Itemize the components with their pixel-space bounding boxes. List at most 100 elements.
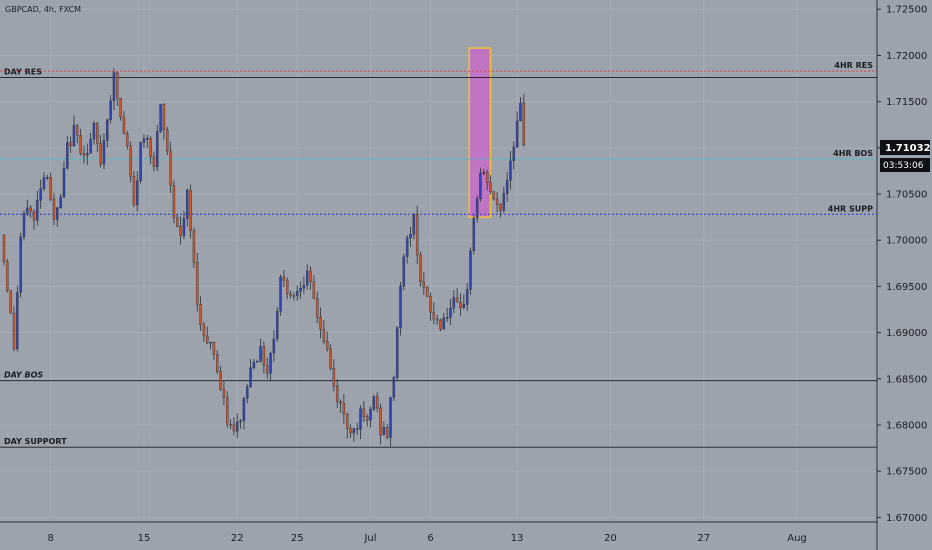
candle-body: [22, 213, 26, 238]
candle-body: [339, 401, 342, 404]
candle-body: [429, 296, 432, 313]
candle-body: [256, 361, 259, 363]
candle-body: [109, 100, 112, 121]
candle-body: [222, 389, 226, 398]
x-tick-label: 22: [231, 533, 244, 544]
candle-body: [126, 133, 129, 147]
candle-body: [409, 234, 412, 239]
candle-body: [172, 184, 176, 218]
candle-body: [196, 262, 199, 305]
candle-body: [72, 125, 76, 147]
candle-body: [335, 385, 339, 402]
candle-body: [262, 346, 266, 366]
candle-body: [166, 129, 169, 152]
candle-body: [505, 180, 509, 194]
candle-body: [232, 424, 236, 432]
candle-body: [159, 104, 162, 132]
candle-body: [272, 338, 276, 354]
candle-body: [252, 362, 256, 369]
candle-body: [26, 207, 29, 214]
level-layer: [0, 70, 877, 448]
candle-body: [282, 276, 286, 281]
candle-body: [249, 367, 252, 387]
candle-body: [226, 397, 229, 425]
candle-body: [29, 207, 32, 212]
candle-body: [76, 125, 79, 136]
candle-body: [19, 236, 22, 293]
candle-body: [482, 172, 486, 174]
candle-body: [415, 214, 419, 256]
candle-body: [432, 311, 436, 320]
candle-body: [269, 352, 272, 374]
x-tick-label: 6: [427, 533, 433, 544]
x-tick-label: 25: [291, 533, 304, 544]
day-support-label: DAY SUPPORT: [4, 437, 67, 446]
candle-body: [129, 145, 132, 177]
candle-body: [92, 123, 96, 140]
candle-body: [6, 261, 9, 291]
candle-body: [492, 191, 496, 200]
candle-body: [9, 290, 12, 314]
candle-body: [39, 188, 42, 201]
y-tick-label: 1.70500: [886, 190, 927, 201]
countdown-box: [880, 158, 930, 172]
candle-body: [242, 398, 246, 422]
candle-body: [206, 335, 209, 344]
candle-body: [305, 270, 309, 286]
candle-body: [502, 193, 506, 211]
candle-body: [259, 346, 262, 362]
candle-body: [365, 416, 369, 421]
time-axis[interactable]: 8 15 22 25 Jul 6 13 20 27 Aug: [47, 533, 806, 544]
candle-body: [192, 230, 196, 263]
candle-body: [299, 288, 302, 292]
candle-body: [279, 276, 282, 312]
symbol-title: GBPCAD, 4h, FXCM: [5, 5, 81, 14]
price-badge: 1.71032 03:53:06: [880, 140, 931, 172]
candle-body: [229, 424, 232, 426]
x-tick-label: 13: [511, 533, 524, 544]
candle-body: [246, 386, 249, 399]
candle-body: [405, 237, 409, 257]
candle-body: [309, 270, 312, 283]
candle-body: [199, 304, 202, 326]
candle-body: [485, 172, 489, 183]
x-tick-label: 20: [604, 533, 617, 544]
candle-body: [216, 354, 219, 372]
candle-body: [132, 176, 136, 206]
y-tick-label: 1.69500: [886, 282, 927, 293]
candle-body: [96, 123, 99, 144]
candle-body: [236, 421, 239, 432]
candle-body: [2, 234, 6, 263]
x-tick-label: Jul: [363, 533, 376, 544]
candle-body: [36, 200, 39, 221]
candle-body: [139, 142, 142, 181]
candle-body: [379, 407, 382, 436]
candle-body: [46, 177, 49, 179]
candle-body: [452, 297, 456, 309]
candle-body: [102, 140, 106, 165]
candle-body: [16, 292, 19, 350]
supply-zone-box[interactable]: [468, 47, 492, 218]
candle-body: [419, 254, 422, 282]
candle-body: [106, 119, 109, 141]
y-tick-label: 1.67500: [886, 467, 927, 478]
candle-countdown: 03:53:06: [883, 161, 924, 171]
candle-body: [349, 428, 352, 434]
candle-body: [512, 146, 516, 161]
candle-body: [56, 207, 59, 220]
4hr-res-label: 4HR RES: [834, 61, 873, 70]
candle-body: [219, 371, 222, 390]
candle-body: [315, 298, 319, 318]
candle-body: [79, 135, 82, 154]
candle-body: [325, 341, 329, 350]
day-bos-label: DAY BOS: [4, 371, 43, 380]
zone-layer: [468, 47, 492, 218]
candle-body: [285, 279, 289, 294]
day-res-label: DAY RES: [4, 68, 42, 77]
candle-body: [469, 250, 472, 290]
candle-body: [402, 256, 406, 287]
candle-body: [169, 150, 172, 186]
candle-body: [146, 137, 149, 140]
